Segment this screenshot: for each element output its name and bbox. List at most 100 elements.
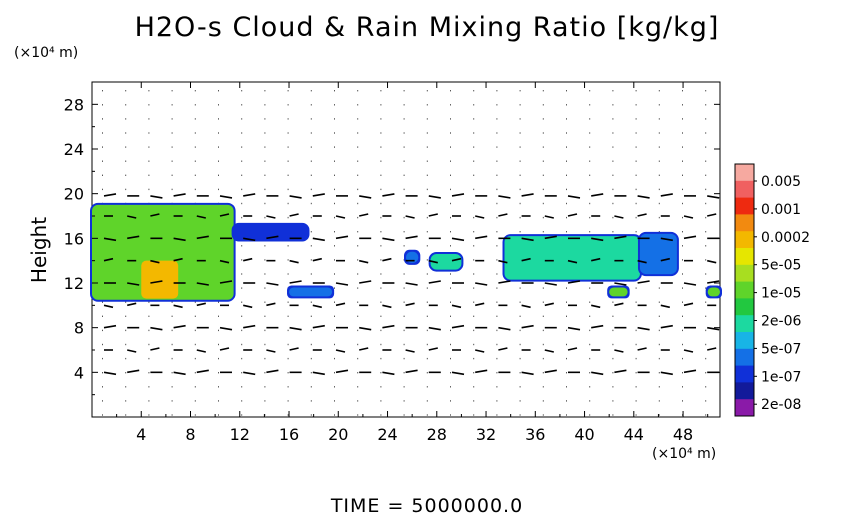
grid-dot bbox=[542, 315, 544, 317]
grid-dot bbox=[194, 118, 196, 120]
wind-vector bbox=[544, 235, 557, 240]
grid-dot bbox=[102, 174, 103, 176]
grid-dot bbox=[102, 146, 103, 148]
wind-vector bbox=[707, 326, 720, 331]
wind-vector bbox=[660, 237, 673, 242]
grid-dot bbox=[589, 132, 591, 134]
grid-dot bbox=[148, 315, 150, 317]
x-tick-label: 8 bbox=[185, 425, 195, 444]
colorbar-swatch bbox=[735, 382, 754, 400]
grid-dot bbox=[566, 90, 567, 92]
grid-dot bbox=[403, 245, 405, 247]
wind-vector bbox=[544, 282, 557, 286]
grid-dot bbox=[496, 329, 498, 332]
grid-dot bbox=[403, 146, 405, 148]
wind-vector bbox=[683, 349, 694, 353]
grid-dot bbox=[450, 90, 451, 92]
grid-dot bbox=[682, 259, 683, 261]
grid-dot bbox=[496, 372, 498, 374]
wind-vector bbox=[312, 193, 325, 197]
grid-dot bbox=[194, 357, 196, 360]
grid-dot bbox=[287, 301, 289, 303]
grid-dot bbox=[334, 400, 335, 402]
wind-vector bbox=[614, 302, 624, 307]
grid-dot bbox=[357, 315, 359, 317]
grid-dot bbox=[682, 104, 683, 106]
grid-dot bbox=[566, 372, 567, 374]
grid-dot bbox=[287, 357, 289, 360]
grid-dot bbox=[171, 90, 173, 92]
grid-dot bbox=[519, 372, 521, 374]
grid-dot bbox=[264, 216, 266, 219]
grid-dot bbox=[705, 414, 707, 416]
grid-dot bbox=[519, 315, 521, 317]
y-tick-label: 8 bbox=[74, 319, 84, 338]
grid-dot bbox=[450, 273, 451, 275]
grid-dot bbox=[612, 202, 614, 205]
wind-vector bbox=[359, 280, 372, 284]
grid-dot bbox=[264, 245, 266, 247]
wind-vector bbox=[475, 302, 485, 307]
wind-vector bbox=[127, 302, 137, 307]
y-tick-label: 16 bbox=[64, 229, 84, 248]
wind-vector bbox=[150, 326, 163, 331]
wind-vector bbox=[428, 259, 438, 264]
grid-dot bbox=[102, 400, 103, 402]
wind-vector bbox=[683, 369, 697, 374]
wind-vector bbox=[173, 257, 183, 262]
grid-dot bbox=[589, 315, 591, 317]
grid-dot bbox=[566, 231, 567, 233]
colorbar-swatch bbox=[735, 197, 754, 215]
wind-vector bbox=[428, 213, 438, 217]
grid-dot bbox=[519, 118, 521, 120]
grid-dot bbox=[450, 231, 451, 233]
grid-dot bbox=[357, 90, 359, 92]
grid-dot bbox=[473, 104, 475, 106]
grid-dot bbox=[450, 329, 451, 332]
wind-vector bbox=[196, 349, 206, 353]
wind-vector bbox=[405, 302, 415, 307]
wind-vector bbox=[196, 215, 206, 219]
grid-dot bbox=[102, 329, 103, 332]
grid-dot bbox=[635, 343, 637, 346]
grid-dot bbox=[589, 357, 591, 360]
grid-dot bbox=[310, 202, 312, 205]
grid-dot bbox=[705, 174, 707, 176]
wind-vector bbox=[196, 369, 209, 374]
grid-dot bbox=[241, 329, 243, 332]
grid-dot bbox=[635, 414, 637, 416]
wind-vector bbox=[312, 304, 322, 309]
grid-dot bbox=[218, 386, 219, 388]
grid-dot bbox=[357, 245, 359, 247]
wind-vector bbox=[196, 282, 209, 286]
grid-dot bbox=[357, 400, 359, 402]
cloud-region bbox=[707, 287, 720, 297]
grid-dot bbox=[125, 160, 127, 162]
colorbar-label: 0.0002 bbox=[761, 230, 810, 246]
grid-dot bbox=[218, 118, 219, 120]
grid-dot bbox=[287, 386, 289, 388]
grid-dot bbox=[357, 273, 359, 275]
grid-dot bbox=[473, 357, 475, 360]
grid-dot bbox=[218, 104, 219, 106]
grid-dot bbox=[612, 90, 614, 92]
grid-dot bbox=[426, 273, 428, 275]
grid-dot bbox=[589, 231, 591, 233]
grid-dot bbox=[658, 216, 660, 219]
grid-dot bbox=[194, 372, 196, 374]
grid-dot bbox=[194, 301, 196, 303]
grid-dot bbox=[542, 174, 544, 176]
wind-vector bbox=[335, 302, 346, 307]
grid-dot bbox=[496, 400, 498, 402]
grid-dot bbox=[287, 174, 289, 176]
grid-dot bbox=[682, 160, 683, 162]
wind-vector bbox=[382, 193, 395, 197]
grid-dot bbox=[218, 329, 219, 332]
grid-dot bbox=[450, 132, 451, 134]
grid-dot bbox=[473, 245, 475, 247]
grid-dot bbox=[542, 202, 544, 205]
grid-dot bbox=[357, 414, 359, 416]
wind-vector bbox=[451, 324, 465, 329]
grid-dot bbox=[426, 372, 428, 374]
grid-dot bbox=[310, 104, 312, 106]
